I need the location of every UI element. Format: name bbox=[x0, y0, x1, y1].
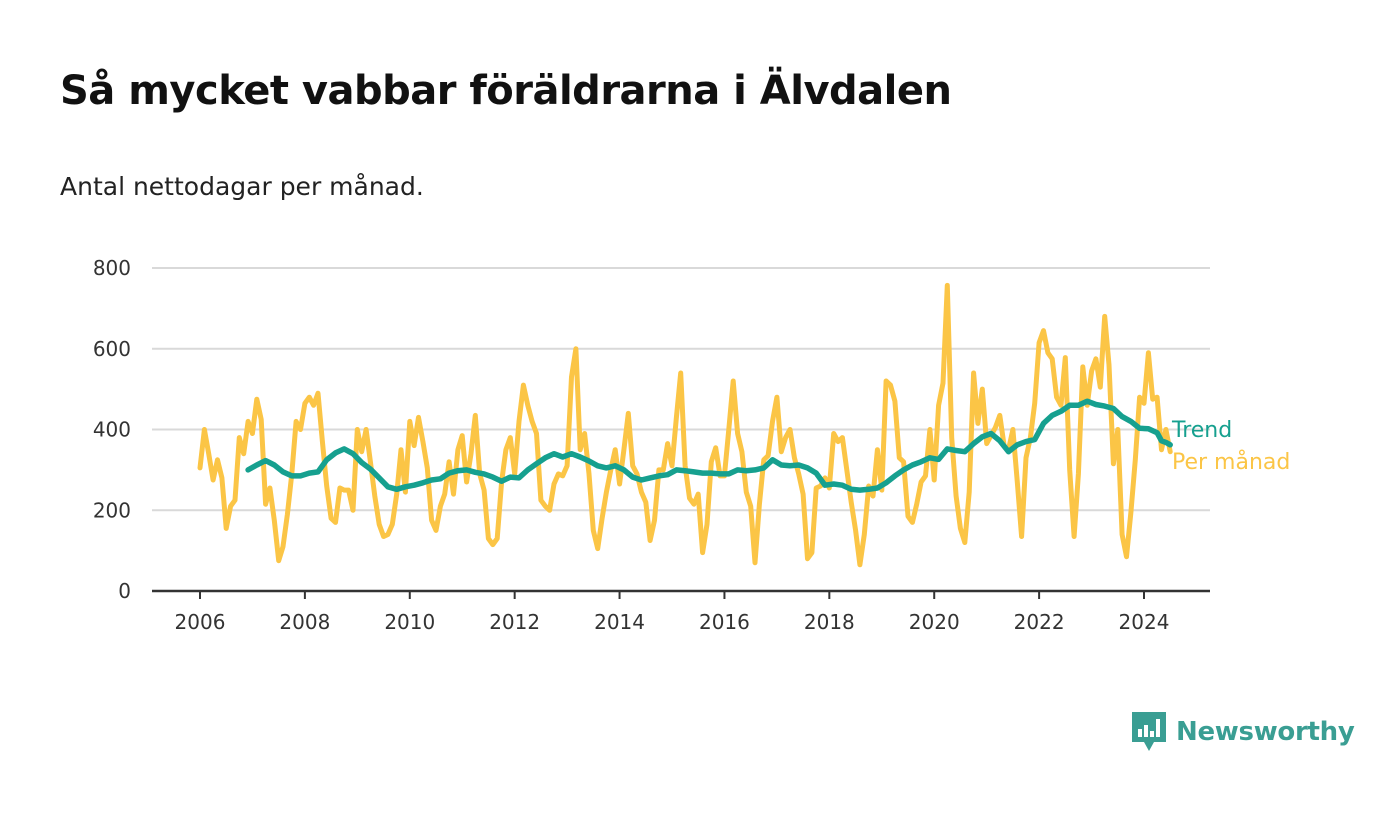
series-line-monthly bbox=[197, 282, 1173, 568]
x-tick-label-2024: 2024 bbox=[1119, 610, 1170, 634]
y-tick-label-600: 600 bbox=[93, 337, 131, 361]
x-tick-label-2016: 2016 bbox=[699, 610, 750, 634]
x-axis-tick-labels: 2006 2008 2010 2012 2014 2016 2018 2020 2022 2024 bbox=[175, 610, 1170, 634]
legend: Per månad Trend bbox=[1171, 418, 1290, 475]
x-tick-label-2018: 2018 bbox=[804, 610, 855, 634]
series-lines bbox=[197, 282, 1173, 568]
brand-name: Newsworthy bbox=[1176, 717, 1355, 747]
x-tick-label-2014: 2014 bbox=[594, 610, 645, 634]
x-tick-label-2022: 2022 bbox=[1014, 610, 1065, 634]
x-tick-label-2008: 2008 bbox=[279, 610, 330, 634]
legend-label-monthly: Per månad bbox=[1172, 449, 1290, 475]
chart-subtitle: Antal nettodagar per månad. bbox=[60, 172, 424, 201]
x-axis bbox=[152, 589, 1210, 599]
y-axis-tick-labels: 0 200 400 600 800 bbox=[93, 256, 131, 603]
x-tick-label-2006: 2006 bbox=[175, 610, 226, 634]
x-tick-label-2012: 2012 bbox=[489, 610, 540, 634]
y-tick-label-200: 200 bbox=[93, 498, 131, 522]
y-tick-label-800: 800 bbox=[93, 256, 131, 280]
x-tick-label-2010: 2010 bbox=[384, 610, 435, 634]
x-tick-label-2020: 2020 bbox=[909, 610, 960, 634]
chart-title: Så mycket vabbar föräldrarna i Älvdalen bbox=[60, 68, 952, 114]
series-line-trend bbox=[245, 398, 1173, 493]
newsworthy-logo[interactable]: Newsworthy bbox=[1132, 712, 1355, 752]
y-tick-label-400: 400 bbox=[93, 418, 131, 442]
bar-chart-speech-bubble-icon bbox=[1132, 712, 1166, 751]
y-tick-label-0: 0 bbox=[118, 579, 131, 603]
legend-label-trend: Trend bbox=[1171, 418, 1232, 443]
